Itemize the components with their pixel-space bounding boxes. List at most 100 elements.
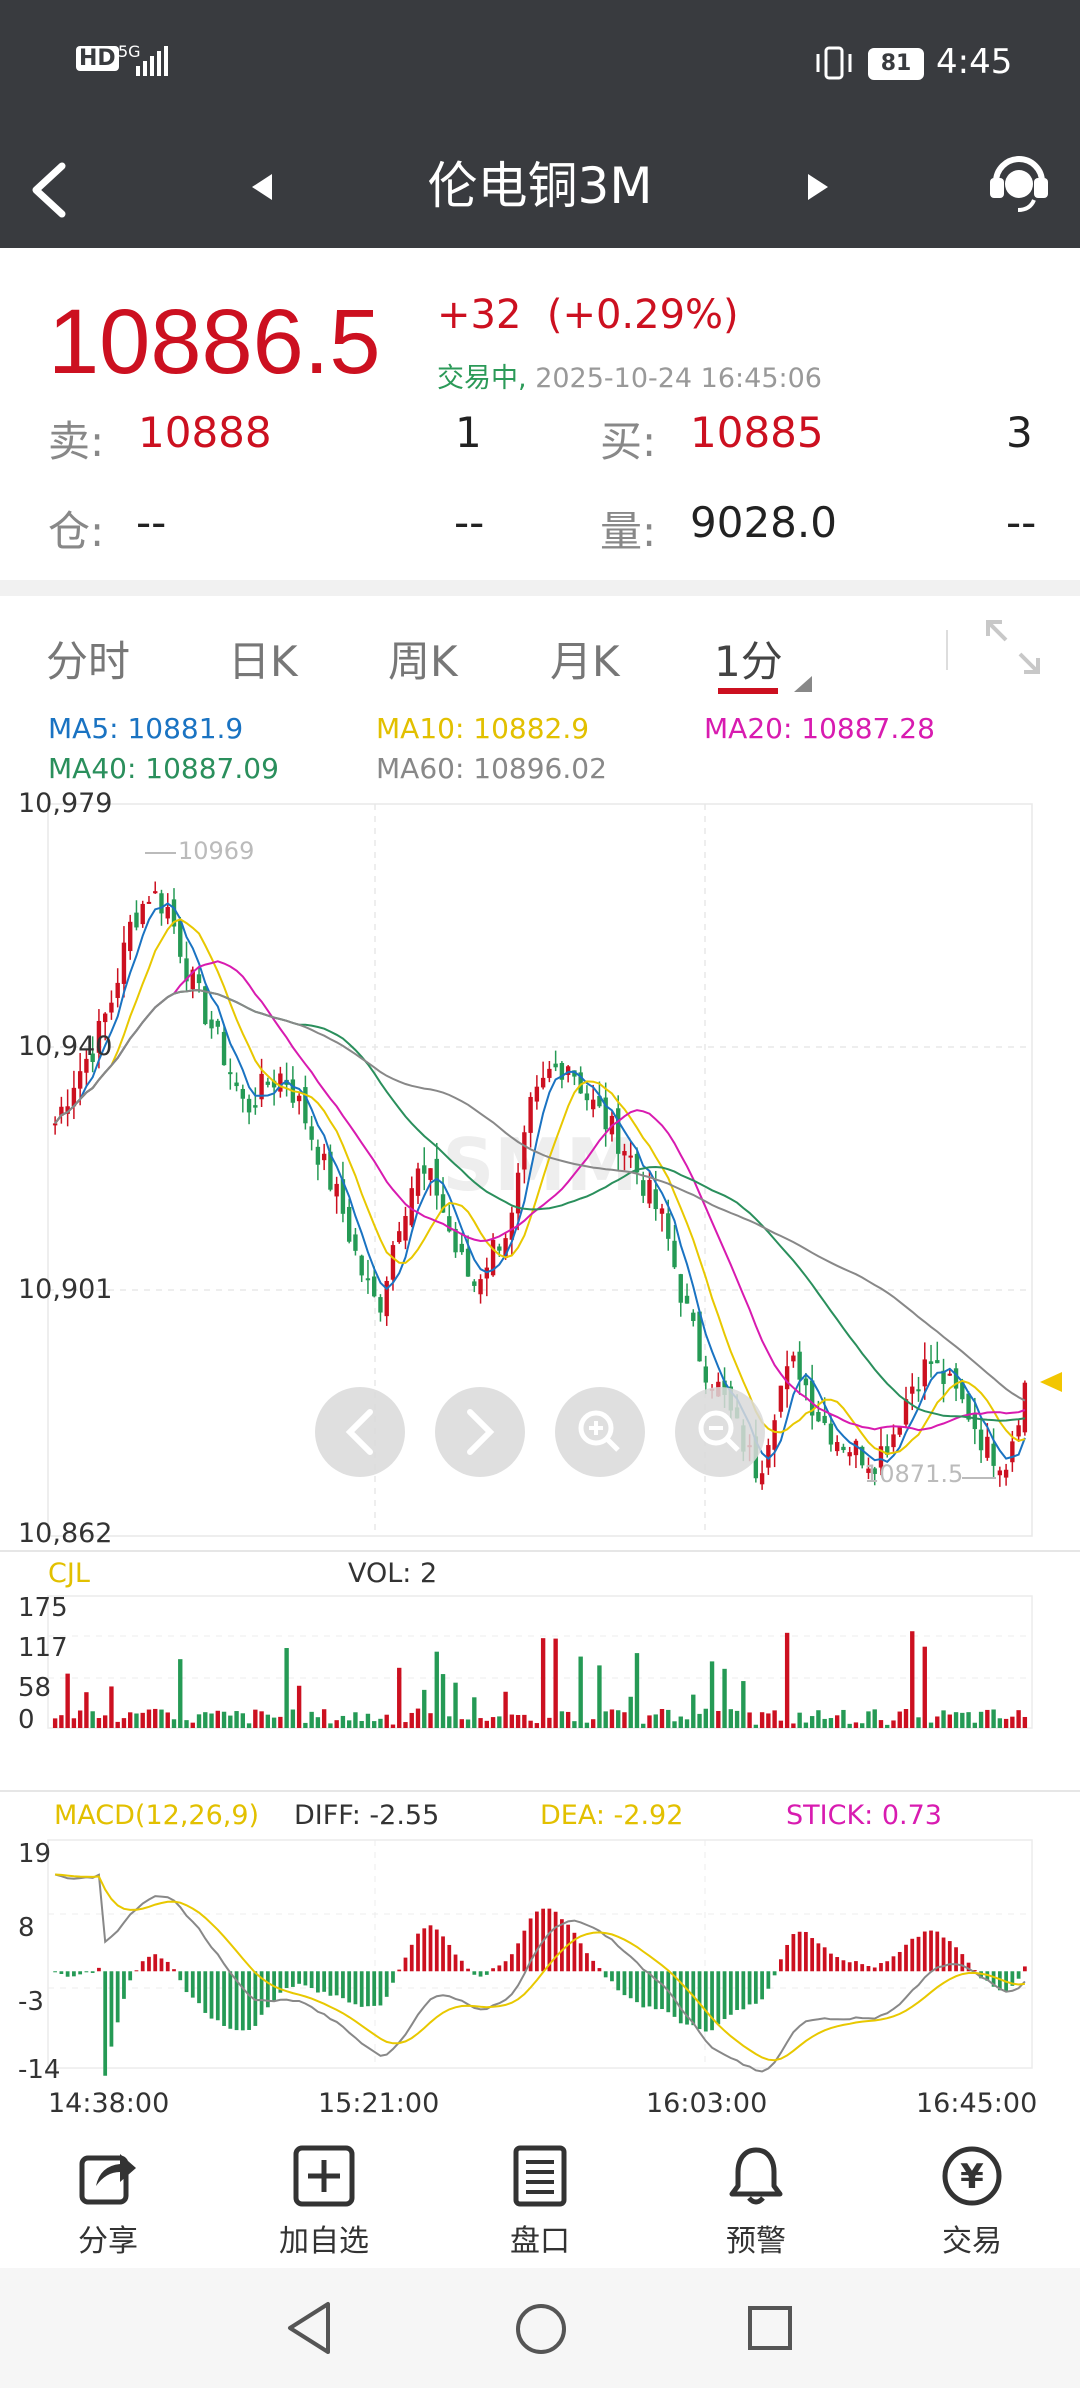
- candle: [309, 1115, 314, 1151]
- volume-bar: [472, 1697, 477, 1728]
- candle: [953, 1363, 959, 1402]
- prev-contract-icon[interactable]: [248, 170, 274, 204]
- title-bar: [0, 130, 1080, 248]
- macd-bar: [353, 1971, 358, 2005]
- period-dropdown-icon[interactable]: [790, 674, 814, 694]
- orderbook-button[interactable]: 盘口: [470, 2128, 610, 2260]
- volume-bar: [935, 1716, 940, 1728]
- candle: [703, 1355, 708, 1395]
- ma10-value: MA10: 10882.9: [376, 712, 590, 745]
- volume-bar: [246, 1723, 252, 1728]
- nav-home-icon[interactable]: [514, 2302, 568, 2356]
- macd-bar: [591, 1960, 596, 1972]
- volume-bar: [766, 1713, 771, 1728]
- candle: [509, 1206, 515, 1256]
- macd-bar: [628, 1971, 633, 1999]
- tab-1min[interactable]: 1分: [714, 637, 783, 686]
- tab-weekly[interactable]: 周K: [388, 637, 458, 686]
- candle: [65, 1089, 70, 1127]
- candle: [346, 1198, 352, 1244]
- volume-bar: [184, 1720, 189, 1728]
- candle: [634, 1147, 640, 1185]
- volume-bar: [891, 1720, 896, 1728]
- trade-button[interactable]: ¥ 交易: [902, 2128, 1042, 2260]
- scroll-right-button[interactable]: [435, 1387, 525, 1477]
- next-contract-icon[interactable]: [806, 170, 832, 204]
- add-watchlist-button[interactable]: 加自选: [254, 2128, 394, 2260]
- macd-bar: [103, 1971, 108, 2076]
- customer-service-icon[interactable]: [986, 144, 1052, 216]
- volume-bar: [309, 1711, 314, 1728]
- back-icon[interactable]: [28, 160, 72, 220]
- macd-bar: [509, 1954, 514, 1972]
- volume-bar: [791, 1723, 796, 1728]
- candle: [271, 1069, 277, 1106]
- macd-bar: [879, 1963, 883, 1972]
- macd-bar: [1016, 1971, 1021, 1979]
- nav-recents-icon[interactable]: [746, 2304, 794, 2352]
- price-axis-top: 10,979: [18, 790, 112, 819]
- trade-status: 交易中, 2025-10-24 16:45:06: [437, 356, 822, 395]
- ma20-line: [54, 960, 1026, 1432]
- price-axis-upper: 10,940: [18, 1031, 112, 1062]
- zoom-out-button[interactable]: [675, 1387, 765, 1477]
- volume-bar: [759, 1712, 765, 1728]
- candle: [221, 1024, 227, 1066]
- tab-timeshare[interactable]: 分时: [46, 637, 131, 686]
- price-change: +32 (+0.29%): [437, 292, 739, 338]
- macd-bar: [847, 1962, 852, 1972]
- sell-price: 10888: [138, 408, 272, 457]
- vibrate-icon: [816, 46, 852, 80]
- macd-bar: [491, 1968, 495, 1972]
- volume-bar: [228, 1715, 233, 1728]
- zoom-in-button[interactable]: [555, 1387, 645, 1477]
- candle: [1016, 1418, 1021, 1442]
- candle: [178, 916, 183, 964]
- volume-bar: [634, 1653, 640, 1728]
- nav-back-icon[interactable]: [284, 2300, 334, 2356]
- alert-button[interactable]: 预警: [686, 2128, 826, 2260]
- candle: [52, 1116, 58, 1135]
- candle: [415, 1162, 421, 1204]
- candle: [766, 1438, 771, 1475]
- candlestick-chart[interactable]: SMM 10,979 10,940 10,901 10,862 10969 10…: [0, 790, 1080, 1560]
- macd-bar: [409, 1944, 414, 1972]
- macd-bar: [616, 1971, 621, 1991]
- ma10-line: [54, 918, 1026, 1455]
- candle: [234, 1072, 239, 1092]
- candle: [240, 1084, 246, 1113]
- svg-text:¥: ¥: [960, 2157, 984, 2197]
- volume-bar: [722, 1668, 727, 1728]
- candle: [659, 1203, 665, 1232]
- tab-daily[interactable]: 日K: [228, 637, 298, 686]
- volume-bar: [1003, 1718, 1009, 1728]
- volume-bar: [597, 1665, 602, 1728]
- macd-bar: [422, 1928, 427, 1972]
- macd-bar: [247, 1971, 251, 2030]
- volume-bar: [284, 1648, 289, 1728]
- volume-bar: [616, 1710, 621, 1728]
- candle: [171, 888, 177, 934]
- tab-monthly[interactable]: 月K: [550, 637, 620, 686]
- volume-bar: [941, 1710, 946, 1728]
- volume-bar: [653, 1714, 658, 1728]
- fullscreen-icon[interactable]: [982, 616, 1044, 678]
- macd-bar: [922, 1931, 927, 1972]
- scroll-left-button[interactable]: [315, 1387, 405, 1477]
- volume-bar: [428, 1713, 433, 1728]
- candle: [77, 1053, 83, 1106]
- macd-bar: [259, 1971, 264, 2015]
- candle: [684, 1283, 690, 1304]
- hd-indicator: HD: [76, 46, 119, 71]
- volume-bar: [734, 1710, 740, 1728]
- price-axis-lower: 10,901: [18, 1274, 112, 1305]
- share-button[interactable]: 分享: [38, 2128, 178, 2260]
- bell-icon: [729, 2147, 783, 2205]
- macd-bar: [822, 1947, 827, 1972]
- zoom-out-icon: [698, 1410, 740, 1452]
- macd-bar: [972, 1970, 977, 1972]
- volume-bar: [784, 1632, 790, 1728]
- macd-bar: [985, 1971, 990, 1981]
- candle: [478, 1274, 483, 1304]
- orderbook-label: 盘口: [510, 2224, 570, 2259]
